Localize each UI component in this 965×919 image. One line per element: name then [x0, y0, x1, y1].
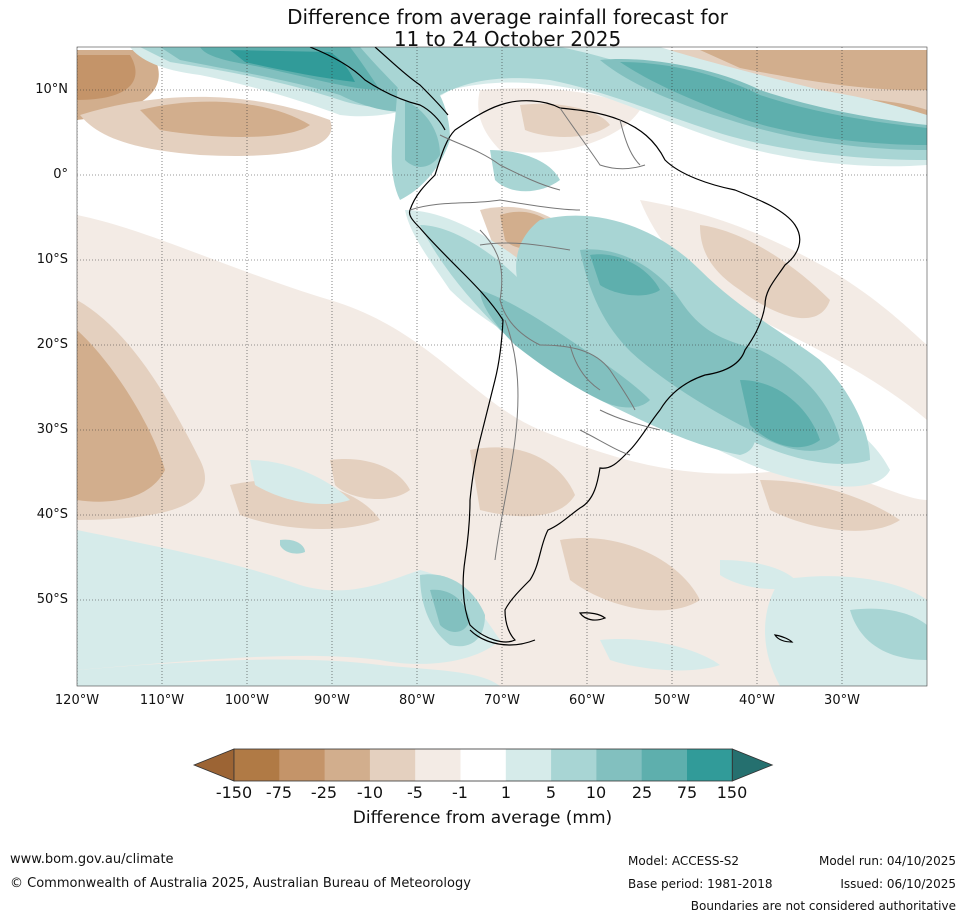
colorbar-swatch [687, 749, 733, 781]
colorbar-swatch [641, 749, 688, 781]
footer-model: Model: ACCESS-S2 [628, 854, 740, 868]
colorbar-swatch [505, 749, 552, 781]
lon-label-30w: 30°W [824, 693, 860, 708]
colorbar-tick-label: -150 [215, 783, 253, 802]
colorbar-frame [233, 748, 733, 782]
lat-label-30s: 30°S [36, 422, 68, 437]
colorbar-tick-label: 75 [676, 783, 698, 802]
national-borders [409, 107, 661, 561]
graticule [77, 47, 927, 686]
colorbar-tick-label: 10 [585, 783, 607, 802]
footer-disclaimer: Boundaries are not considered authoritat… [690, 899, 956, 913]
colorbar-tick-label: -5 [407, 783, 423, 802]
lon-label-80w: 80°W [399, 693, 435, 708]
footer-model-run: Model run: 04/10/2025 [818, 854, 956, 868]
lon-label-110w: 110°W [139, 693, 185, 708]
lon-label-50w: 50°W [654, 693, 690, 708]
lat-label-10n: 10°N [35, 82, 68, 97]
colorbar [192, 748, 774, 782]
colorbar-swatch [324, 749, 371, 781]
colorbar-swatch [596, 749, 643, 781]
colorbar-swatch [234, 749, 280, 781]
colorbar-swatch [369, 749, 416, 781]
drier-anomaly-shading [77, 50, 927, 686]
lat-label-10s: 10°S [36, 252, 68, 267]
map-plot-area [77, 47, 927, 686]
lat-label-20s: 20°S [36, 337, 68, 352]
map-title-line1: Difference from average rainfall forecas… [287, 5, 728, 29]
lon-label-70w: 70°W [484, 693, 520, 708]
lon-label-100w: 100°W [224, 693, 270, 708]
colorbar-tick-label: 5 [545, 783, 557, 802]
colorbar-swatch [460, 749, 507, 781]
colorbar-tick-label: -75 [265, 783, 293, 802]
colorbar-title: Difference from average (mm) [352, 808, 613, 828]
colorbar-tick-label: 25 [631, 783, 653, 802]
colorbar-tick-label: -1 [452, 783, 468, 802]
footer-url: www.bom.gov.au/climate [10, 852, 174, 867]
lat-label-40s: 40°S [36, 507, 68, 522]
colorbar-swatch [551, 749, 597, 781]
lat-label-0: 0° [53, 167, 68, 182]
colorbar-extend-low [192, 748, 235, 782]
map-frame [76, 46, 928, 687]
colorbar-tick-label: -10 [356, 783, 384, 802]
footer-issued: Issued: 06/10/2025 [840, 877, 956, 891]
lon-label-40w: 40°W [739, 693, 775, 708]
colorbar-tick-label: 150 [716, 783, 748, 802]
colorbar-tick-label: -25 [310, 783, 338, 802]
colorbar-swatch [415, 749, 461, 781]
colorbar-swatch [279, 749, 326, 781]
coastline [309, 47, 801, 646]
lat-label-50s: 50°S [36, 592, 68, 607]
wetter-anomaly-shading [77, 47, 927, 686]
colorbar-tick-label: 1 [500, 783, 512, 802]
footer-copyright: © Commonwealth of Australia 2025, Austra… [10, 876, 471, 891]
lon-label-60w: 60°W [569, 693, 605, 708]
lon-label-90w: 90°W [314, 693, 350, 708]
footer-base-period: Base period: 1981-2018 [628, 877, 773, 891]
lon-label-120w: 120°W [54, 693, 100, 708]
colorbar-extend-high [731, 748, 774, 782]
